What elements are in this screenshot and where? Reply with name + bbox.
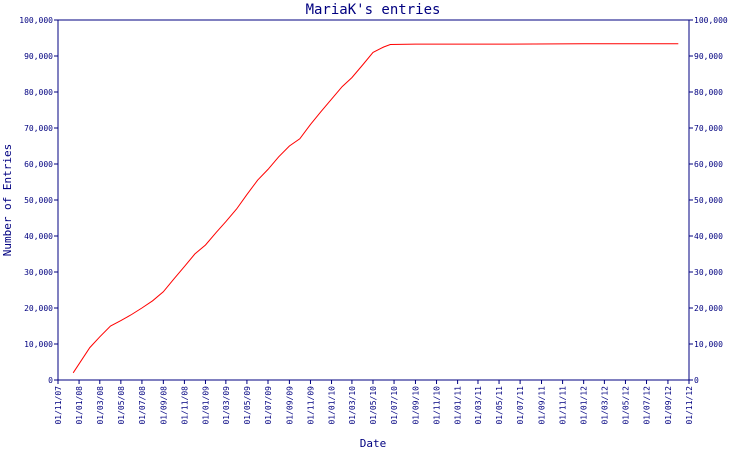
y-tick-label-left: 100,000 [19,16,53,25]
y-tick-label-left: 60,000 [24,160,53,169]
x-tick-label: 01/11/10 [433,386,442,425]
series-layer [72,43,679,374]
y-tick-label-left: 40,000 [24,232,53,241]
y-tick-label-left: 0 [48,376,53,385]
x-tick-label: 01/07/12 [643,386,652,425]
x-tick-label: 01/03/08 [96,386,105,425]
plot-area-frame [57,19,690,381]
y-axis-left: 0 10,000 20,000 30,000 40,000 50,000 60,000 70,… [19,16,58,385]
x-tick-label: 01/09/11 [538,386,547,425]
x-tick-label: 01/11/09 [306,386,315,425]
x-tick-label: 01/07/11 [516,386,525,425]
x-tick-label: 01/05/11 [495,386,504,425]
x-tick-label: 01/01/09 [201,386,210,425]
y-tick-label-right: 0 [694,376,699,385]
y-tick-label-left: 50,000 [24,196,53,205]
x-tick-label: 01/07/09 [264,386,273,425]
x-axis-title: Date [360,437,387,450]
x-tick-label: 01/11/11 [559,386,568,425]
y-axis-title: Number of Entries [1,144,14,257]
y-tick-label-right: 50,000 [694,196,723,205]
y-tick-label-left: 70,000 [24,124,53,133]
y-axis-right: 0 10,000 20,000 30,000 40,000 50,000 60,000 70,… [689,16,728,385]
y-tick-label-left: 30,000 [24,268,53,277]
x-tick-label: 01/05/09 [243,386,252,425]
x-axis: 01/11/07 01/01/08 01/03/08 01/05/08 01/07/08… [54,380,694,425]
x-tick-label: 01/09/10 [411,386,420,425]
x-tick-label: 01/03/12 [600,386,609,425]
x-tick-label: 01/11/07 [54,386,63,425]
y-tick-label-right: 90,000 [694,52,723,61]
x-tick-label: 01/11/12 [685,386,694,425]
x-tick-label: 01/05/08 [117,386,126,425]
x-tick-label: 01/01/10 [328,386,337,425]
y-tick-label-right: 80,000 [694,88,723,97]
y-tick-label-right: 30,000 [694,268,723,277]
x-tick-label: 01/05/12 [621,386,630,425]
x-tick-label: 01/03/11 [474,386,483,425]
x-tick-label: 01/03/10 [348,386,357,425]
x-tick-label: 01/07/10 [390,386,399,425]
x-tick-label: 01/05/10 [369,386,378,425]
x-tick-label: 01/09/12 [664,386,673,425]
y-tick-label-right: 10,000 [694,340,723,349]
x-tick-label: 01/01/11 [454,386,463,425]
y-tick-label-left: 80,000 [24,88,53,97]
x-tick-label: 01/07/08 [138,386,147,425]
x-tick-label: 01/11/08 [180,386,189,425]
y-tick-label-right: 60,000 [694,160,723,169]
y-tick-label-left: 20,000 [24,304,53,313]
x-tick-label: 01/01/08 [75,386,84,425]
y-tick-label-left: 90,000 [24,52,53,61]
x-tick-label: 01/09/09 [285,386,294,425]
x-tick-label: 01/01/12 [580,386,589,425]
y-tick-label-right: 20,000 [694,304,723,313]
y-tick-label-right: 70,000 [694,124,723,133]
y-tick-label-left: 10,000 [24,340,53,349]
y-tick-label-right: 40,000 [694,232,723,241]
x-tick-label: 01/09/08 [159,386,168,425]
y-tick-label-right: 100,000 [694,16,728,25]
chart-title: MariaK's entries [306,2,441,18]
x-tick-label: 01/03/09 [222,386,231,425]
series-line-entries [72,43,679,374]
